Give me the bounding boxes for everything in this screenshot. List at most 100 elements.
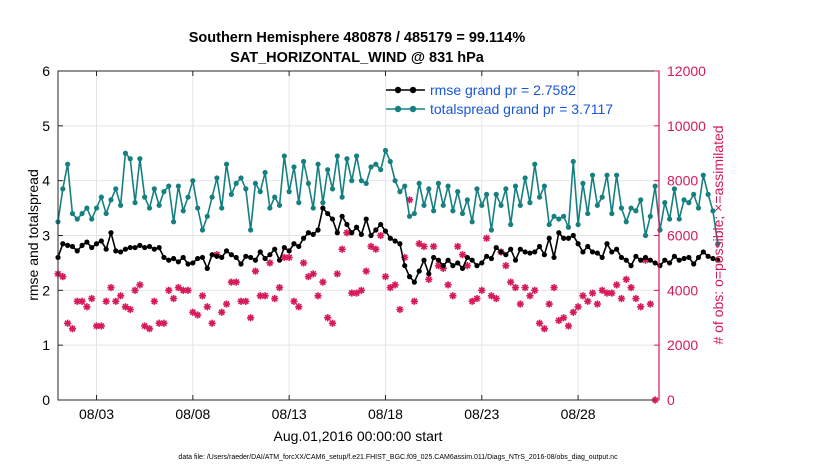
spread-point [310, 205, 316, 211]
rmse-point [700, 249, 706, 255]
obs-assimilated-point [535, 319, 544, 327]
rmse-point [325, 210, 331, 217]
rmse-point [257, 249, 263, 255]
y-axis-label-right: # of obs: o=possible; ×=assimilated [710, 125, 726, 344]
rmse-point [195, 255, 201, 262]
y-tick-label-left: 3 [42, 228, 50, 244]
spread-point [127, 156, 133, 162]
spread-point [233, 180, 239, 187]
rmse-point [60, 241, 66, 247]
rmse-point [604, 241, 610, 247]
spread-point [74, 216, 80, 222]
obs-assimilated-point [588, 289, 597, 297]
spread-point [435, 180, 442, 187]
rmse-point [565, 235, 572, 241]
rmse-point [512, 257, 519, 263]
spread-point [397, 189, 403, 195]
spread-point [223, 161, 230, 167]
rmse-point [301, 235, 307, 241]
spread-point [700, 172, 706, 178]
obs-assimilated-point [627, 283, 635, 292]
spread-point [589, 172, 596, 178]
rmse-point [74, 248, 80, 254]
spread-point [161, 189, 167, 195]
rmse-point [315, 227, 321, 233]
rmse-point [272, 246, 278, 252]
rmse-point [705, 253, 711, 259]
spread-point [488, 227, 495, 233]
rmse-point [638, 257, 644, 263]
spread-point [426, 186, 432, 192]
obs-assimilated-point [266, 259, 274, 267]
spread-point [498, 202, 504, 208]
spread-point [108, 197, 114, 203]
obs-assimilated-point [516, 300, 524, 308]
obs-assimilated-point [88, 294, 96, 303]
spread-point [628, 205, 634, 211]
rmse-point [353, 224, 360, 230]
obs-assimilated-point [160, 319, 168, 327]
spread-point [291, 164, 297, 170]
rmse-point [469, 257, 475, 263]
x-tick-label: 08/23 [464, 406, 499, 422]
spread-point [464, 197, 470, 203]
rmse-point [84, 239, 90, 245]
spread-point [257, 189, 263, 195]
rmse-point [676, 257, 682, 263]
obs-assimilated-point [646, 300, 654, 308]
obs-assimilated-point [425, 275, 433, 283]
spread-point [382, 147, 389, 154]
obs-assimilated-point [511, 283, 520, 292]
rmse-point [498, 249, 504, 255]
rmse-point [305, 230, 312, 236]
rmse-point [344, 221, 350, 228]
spread-point [570, 158, 576, 165]
rmse-series-layer [55, 205, 721, 285]
rmse-point [686, 254, 692, 261]
spread-point [527, 200, 533, 206]
obs-assimilated-point [502, 262, 510, 270]
obs-assimilated-point [64, 319, 72, 327]
rmse-point [406, 274, 413, 280]
rmse-point [69, 243, 76, 250]
spread-point [339, 194, 345, 200]
rmse-point [488, 255, 495, 262]
spread-point [122, 150, 129, 156]
rmse-point [431, 254, 437, 261]
obs-assimilated-point [107, 283, 115, 292]
chart-title: Southern Hemisphere 480878 / 485179 = 99… [189, 30, 526, 46]
rmse-point [382, 228, 389, 234]
spread-point [267, 205, 273, 211]
rmse-point [363, 216, 369, 222]
rmse-point [541, 252, 547, 258]
spread-point [609, 210, 615, 217]
spread-point [190, 178, 196, 184]
obs-assimilated-point [579, 292, 587, 300]
rmse-point [170, 255, 177, 262]
rmse-point [570, 232, 576, 239]
spread-point [657, 227, 663, 233]
spread-point [633, 208, 639, 214]
rmse-point [296, 243, 302, 250]
y-tick-label-left: 5 [42, 118, 50, 134]
rmse-point [435, 257, 442, 263]
rmse-point [647, 257, 653, 263]
spread-point [219, 205, 225, 211]
spread-point [503, 186, 509, 192]
rmse-point [402, 263, 408, 269]
obs-assimilated-point [564, 322, 573, 330]
spread-point [329, 186, 336, 192]
obs-assimilated-point [242, 297, 250, 305]
obs-assimilated-point [194, 311, 202, 319]
spread-point [406, 213, 413, 219]
spread-point [315, 161, 321, 167]
rmse-point [387, 235, 393, 241]
obs-assimilated-point [131, 286, 139, 294]
obs-assimilated-point [136, 281, 144, 289]
legend-marker-rmse [394, 86, 402, 94]
spread-point [320, 200, 326, 206]
rmse-point [267, 252, 273, 258]
rmse-point [276, 257, 283, 263]
spread-point [416, 180, 422, 187]
rmse-point [426, 271, 432, 277]
